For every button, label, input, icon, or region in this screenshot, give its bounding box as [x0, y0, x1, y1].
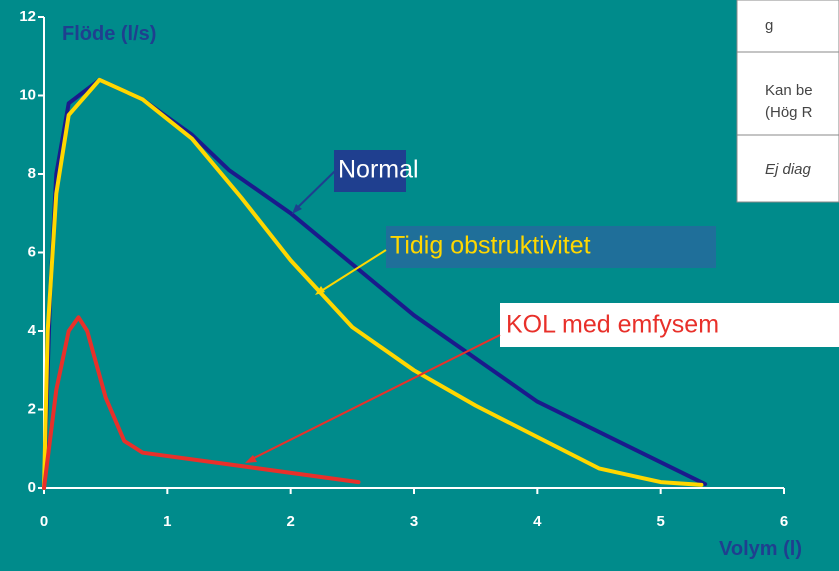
y-tick-label: 12	[19, 8, 36, 25]
label-box	[386, 226, 716, 268]
x-tick-label: 1	[163, 513, 171, 530]
label-box	[334, 150, 406, 192]
inset-table	[736, 0, 839, 203]
y-tick-label: 6	[28, 243, 36, 260]
x-tick-label: 4	[533, 513, 542, 530]
y-tick-label: 2	[28, 400, 36, 417]
x-tick-label: 5	[656, 513, 664, 530]
x-axis-label: Volym (l)	[719, 538, 802, 560]
table-text: (Hög R	[765, 104, 813, 121]
y-tick-label: 8	[28, 165, 36, 182]
x-tick-label: 0	[40, 513, 48, 530]
arrowhead	[245, 455, 257, 463]
y-tick-label: 0	[28, 479, 36, 496]
y-axis-label: Flöde (l/s)	[62, 23, 156, 45]
arrow	[317, 249, 387, 294]
x-tick-label: 3	[410, 513, 418, 530]
series-line	[42, 315, 361, 490]
table-text: Ej diag	[765, 161, 812, 178]
table-text: g	[765, 17, 773, 34]
table-text: Kan be	[765, 82, 813, 99]
series-label: KOL med emfysem	[506, 311, 719, 339]
arrowhead	[315, 286, 325, 295]
series-line	[42, 77, 704, 490]
label-box	[500, 303, 839, 347]
arrow	[293, 169, 337, 212]
arrow	[249, 334, 501, 461]
arrowhead	[292, 204, 302, 214]
x-tick-label: 2	[286, 513, 294, 530]
series-label: Tidig obstruktivitet	[390, 232, 591, 260]
y-tick-label: 10	[19, 86, 36, 103]
series-label: Normal	[338, 156, 419, 184]
y-tick-label: 4	[28, 322, 37, 339]
x-tick-label: 6	[780, 513, 788, 530]
